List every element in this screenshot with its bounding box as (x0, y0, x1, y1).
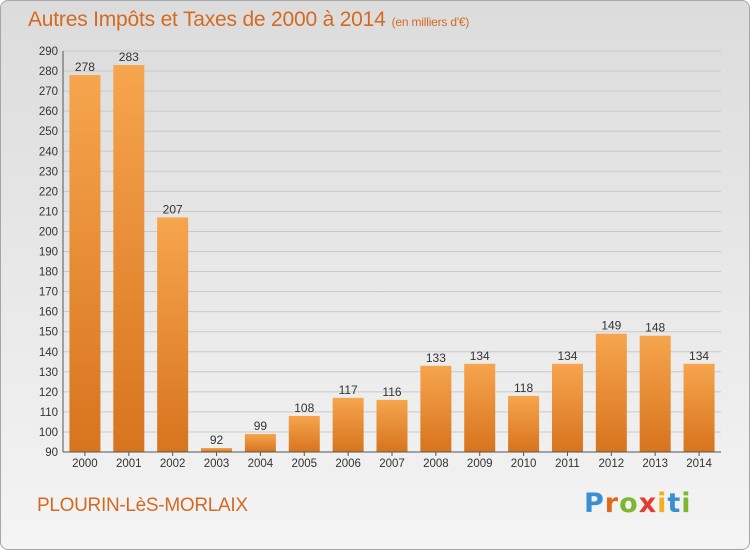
bar-value-label: 283 (119, 50, 139, 64)
bar-value-label: 134 (557, 349, 577, 363)
bar (639, 335, 671, 452)
x-tick-label: 2001 (116, 458, 142, 470)
x-tick-label: 2011 (555, 458, 580, 470)
y-tick-label: 110 (40, 407, 58, 419)
logo-letter: x (638, 488, 658, 519)
x-tick-label: 2006 (335, 458, 361, 470)
x-tick-label: 2000 (72, 458, 98, 470)
chart-unit: (en milliers d'€) (391, 15, 470, 29)
bar (420, 365, 452, 452)
bar-value-label: 118 (514, 381, 533, 395)
bar-value-label: 108 (294, 401, 314, 415)
logo-letter: i (681, 488, 692, 519)
chart-title: Autres Impôts et Taxes de 2000 à 2014 (en… (28, 8, 469, 32)
x-tick-label: 2005 (291, 458, 317, 470)
logo-letter: i (657, 488, 668, 519)
proxiti-logo: Proxiti (584, 488, 692, 522)
y-tick-label: 160 (39, 307, 58, 319)
y-tick-label: 90 (45, 447, 58, 459)
bar-value-label: 116 (382, 385, 401, 399)
bar-value-label: 134 (470, 349, 490, 363)
bar (683, 363, 715, 452)
bar-value-label: 117 (339, 383, 358, 397)
bar-value-label: 278 (75, 60, 95, 74)
bar-value-label: 92 (210, 433, 224, 447)
bar (113, 65, 145, 452)
bar (288, 415, 320, 452)
bar (376, 399, 408, 452)
logo-letter: t (667, 488, 682, 519)
x-tick-label: 2008 (423, 458, 449, 470)
x-tick-label: 2009 (467, 458, 493, 470)
logo-letter: r (604, 488, 620, 519)
bar-value-label: 134 (689, 349, 709, 363)
y-tick-label: 250 (39, 126, 58, 138)
logo-letter: o (619, 488, 639, 519)
logo-letter: P (584, 488, 605, 519)
y-tick-label: 200 (39, 226, 58, 238)
y-tick-label: 270 (39, 86, 58, 98)
bar (201, 447, 233, 452)
x-tick-label: 2007 (379, 458, 405, 470)
x-tick-label: 2002 (160, 458, 186, 470)
y-tick-label: 150 (39, 327, 58, 339)
y-tick-label: 260 (39, 106, 58, 118)
x-tick-label: 2013 (642, 458, 668, 470)
y-tick-label: 210 (39, 206, 58, 218)
x-tick-label: 2012 (599, 458, 625, 470)
axes (62, 51, 721, 456)
bar (551, 363, 583, 452)
bar (157, 217, 189, 452)
bar-value-label: 148 (645, 321, 665, 335)
bar (508, 395, 540, 452)
bars (69, 65, 715, 452)
x-tick-label: 2004 (248, 458, 274, 470)
city-name: PLOURIN-LèS-MORLAIX (37, 495, 248, 516)
y-tick-label: 290 (39, 46, 58, 58)
bar-value-label: 149 (601, 319, 621, 333)
bar (595, 333, 627, 452)
y-tick-label: 180 (39, 267, 58, 279)
bar-value-label: 99 (254, 419, 268, 433)
y-tick-label: 120 (39, 387, 58, 399)
y-tick-label: 230 (39, 166, 58, 178)
bar (464, 363, 496, 452)
y-tick-label: 240 (39, 146, 58, 158)
labels: 90 100 110 120 130 140 150 160 170 180 190 200 210 22… (39, 46, 713, 470)
y-tick-label: 140 (39, 347, 58, 359)
y-tick-label: 280 (39, 66, 58, 78)
bar (69, 75, 101, 452)
y-tick-label: 190 (39, 247, 58, 259)
x-tick-label: 2003 (204, 458, 230, 470)
x-tick-label: 2010 (511, 458, 537, 470)
bar (332, 397, 364, 452)
bar-value-label: 133 (426, 351, 446, 365)
x-tick-label: 2014 (686, 458, 712, 470)
bar (244, 433, 276, 452)
y-tick-label: 100 (39, 427, 58, 439)
y-tick-label: 170 (39, 287, 58, 299)
bar-value-label: 207 (163, 202, 183, 216)
y-tick-label: 220 (39, 186, 58, 198)
chart-title-text: Autres Impôts et Taxes de 2000 à 2014 (28, 8, 386, 31)
y-tick-label: 130 (39, 367, 58, 379)
